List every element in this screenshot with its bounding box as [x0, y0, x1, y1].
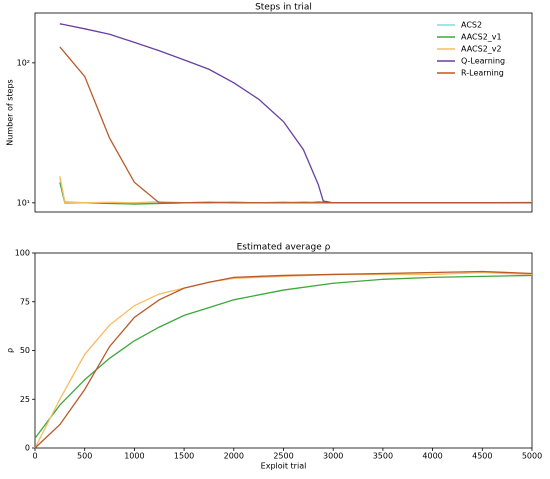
legend-label: AACS2_v1	[461, 33, 502, 42]
legend-label: AACS2_v2	[461, 45, 502, 54]
chart-title: Steps in trial	[255, 3, 312, 13]
series-line	[59, 182, 532, 205]
series-line	[59, 176, 533, 204]
legend-label: R-Learning	[461, 69, 504, 78]
y-tick-label: 25	[20, 395, 30, 404]
x-tick-label: 3500	[373, 452, 393, 461]
x-tick-label: 2000	[224, 452, 244, 461]
y-axis-label: ρ	[6, 348, 15, 353]
y-axis-label: Number of steps	[6, 79, 15, 145]
x-tick-label: 1500	[174, 452, 194, 461]
y-tick-label: 50	[20, 346, 30, 355]
series-line	[34, 270, 533, 449]
x-axis-label: Exploit trial	[261, 462, 307, 471]
x-tick-label: 1000	[124, 452, 144, 461]
x-tick-label: 2500	[273, 452, 293, 461]
series-line	[34, 274, 533, 439]
y-tick-label: 100	[15, 249, 30, 258]
series-line	[59, 46, 532, 204]
y-tick-label: 0	[25, 444, 30, 453]
legend-label: ACS2	[461, 21, 482, 30]
y-tick-label: 10¹	[17, 198, 30, 207]
x-tick-label: 5000	[522, 452, 542, 461]
y-tick-label: 75	[20, 297, 30, 306]
plot-frame	[34, 252, 533, 449]
x-tick-label: 4000	[422, 452, 442, 461]
series-line	[59, 178, 532, 205]
x-tick-label: 500	[77, 452, 92, 461]
x-tick-label: 3000	[323, 452, 343, 461]
series-line	[34, 271, 533, 449]
x-tick-label: 4500	[472, 452, 492, 461]
legend-label: Q-Learning	[461, 57, 505, 66]
plot-frame	[34, 12, 533, 213]
y-tick-label: 10²	[17, 58, 30, 67]
x-tick-label: 0	[32, 452, 37, 461]
chart-title: Estimated average ρ	[237, 243, 331, 253]
